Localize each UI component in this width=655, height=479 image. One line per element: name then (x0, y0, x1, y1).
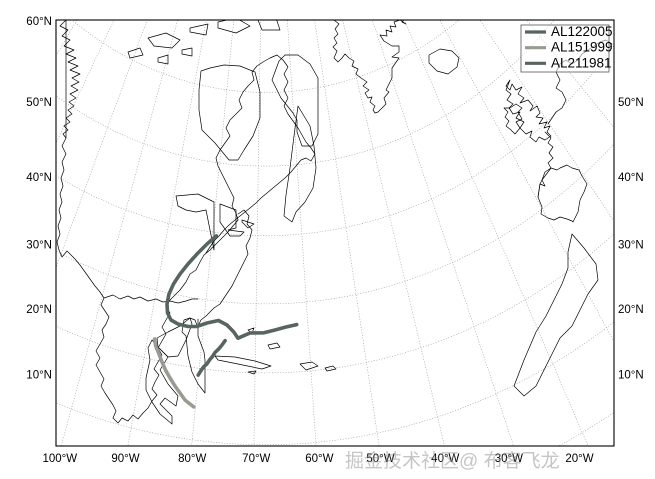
svg-text:30°N: 30°N (618, 239, 644, 251)
svg-text:AL151999: AL151999 (551, 40, 613, 55)
svg-text:20°N: 20°N (26, 304, 52, 316)
svg-text:100°W: 100°W (42, 453, 77, 465)
svg-text:10°N: 10°N (618, 369, 644, 381)
svg-text:20°W: 20°W (565, 453, 593, 465)
svg-text:AL211981: AL211981 (551, 55, 612, 70)
svg-text:50°N: 50°N (618, 97, 644, 109)
svg-text:80°W: 80°W (178, 453, 206, 465)
svg-text:20°N: 20°N (618, 304, 644, 316)
svg-text:30°N: 30°N (26, 239, 52, 251)
svg-text:40°N: 40°N (618, 172, 644, 184)
svg-text:40°N: 40°N (26, 172, 52, 184)
svg-text:60°W: 60°W (305, 453, 333, 465)
svg-text:60°N: 60°N (26, 16, 52, 28)
svg-text:90°W: 90°W (111, 453, 139, 465)
svg-text:70°W: 70°W (242, 453, 270, 465)
svg-text:50°N: 50°N (26, 97, 52, 109)
svg-text:AL122005: AL122005 (551, 24, 613, 39)
svg-text:10°N: 10°N (26, 369, 52, 381)
